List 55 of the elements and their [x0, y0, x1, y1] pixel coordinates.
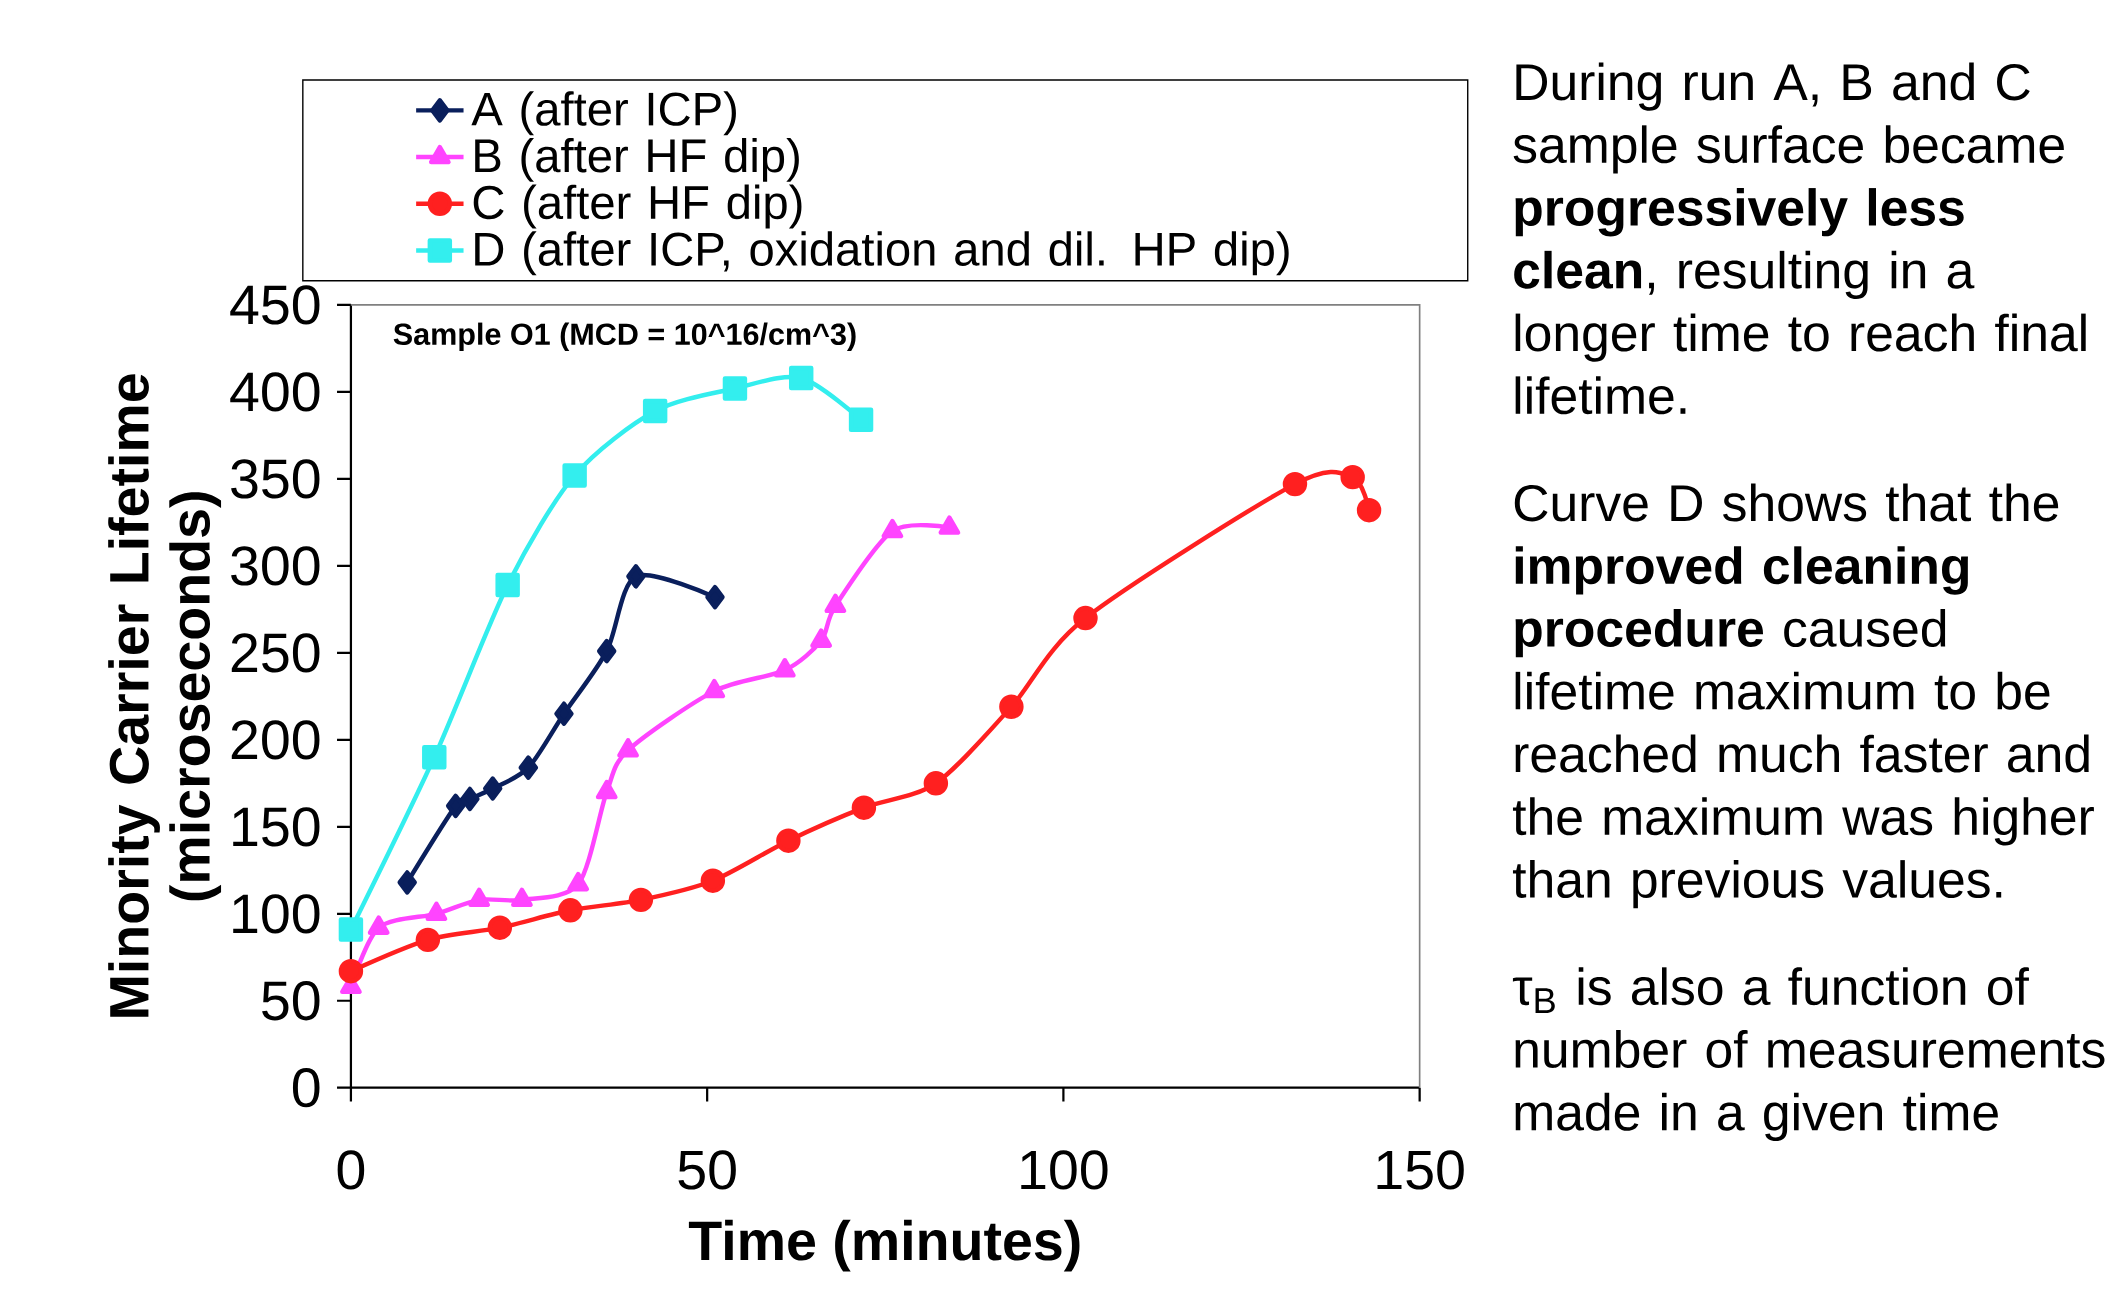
point — [642, 398, 668, 424]
point — [422, 745, 447, 770]
y-tick-label: 50 — [262, 981, 320, 1021]
point — [848, 407, 874, 433]
x-axis-title: Time (minutes) — [688, 1219, 1080, 1272]
point — [851, 795, 877, 821]
point — [1340, 465, 1365, 490]
point — [722, 376, 748, 401]
y-tick-label: 100 — [233, 894, 320, 934]
point — [554, 701, 574, 727]
point — [788, 365, 814, 391]
legend-label: B (after HF dip) — [475, 138, 799, 183]
text: During run A, B and C sample surface became progressively less clean, resulting in a longer time to reach final lifetime. — [1513, 62, 2086, 415]
point — [628, 887, 654, 913]
y-tick-label: 450 — [230, 285, 320, 325]
y-tick-label: 300 — [231, 546, 320, 586]
point — [518, 755, 539, 781]
legend-label: A (after ICP) — [471, 91, 736, 136]
y-tick-label: 350 — [231, 459, 320, 499]
point — [776, 828, 801, 854]
point — [705, 585, 725, 610]
point — [487, 915, 513, 941]
point — [626, 564, 646, 589]
text: Curve D shows that the improved cleaning procedure caused lifetime maximum to be reached much faster and the maximum was higher than previous values. — [1512, 483, 2094, 909]
point — [999, 694, 1024, 720]
point — [445, 793, 466, 819]
x-tick-label: 150 — [1377, 1150, 1464, 1190]
x-tick-label: 0 — [337, 1150, 365, 1190]
y-tick-label: 400 — [230, 372, 320, 412]
point — [700, 868, 726, 894]
point — [1073, 605, 1098, 631]
point — [397, 870, 417, 895]
legend-label: D (after ICP, oxidation and dil. HP dip) — [475, 231, 1289, 276]
point — [460, 786, 480, 812]
annotation: Sample O1 (MCD = 10^16/cm^3) — [393, 322, 856, 352]
y-axis-title: Minority Carrier Lifetime (microseconds) — [108, 374, 222, 1017]
point — [1282, 472, 1308, 497]
point — [495, 572, 520, 598]
x-tick-label: 50 — [678, 1150, 736, 1190]
y-tick-label: 0 — [292, 1068, 320, 1108]
point — [923, 771, 949, 796]
point — [338, 959, 364, 984]
point — [558, 898, 583, 923]
point — [1356, 498, 1382, 523]
y-tick-label: 200 — [231, 720, 320, 760]
y-tick-label: 150 — [233, 807, 320, 847]
point — [562, 463, 587, 488]
point — [596, 639, 617, 664]
point — [482, 776, 503, 801]
point — [338, 917, 364, 942]
text: τ$_{B}$ is also a function of number of measurements made in a given time — [1512, 967, 2105, 1142]
legend-label: C (after HF dip) — [473, 184, 802, 229]
x-tick-label: 100 — [1021, 1150, 1108, 1190]
y-tick-label: 250 — [231, 633, 320, 673]
point — [415, 927, 441, 953]
